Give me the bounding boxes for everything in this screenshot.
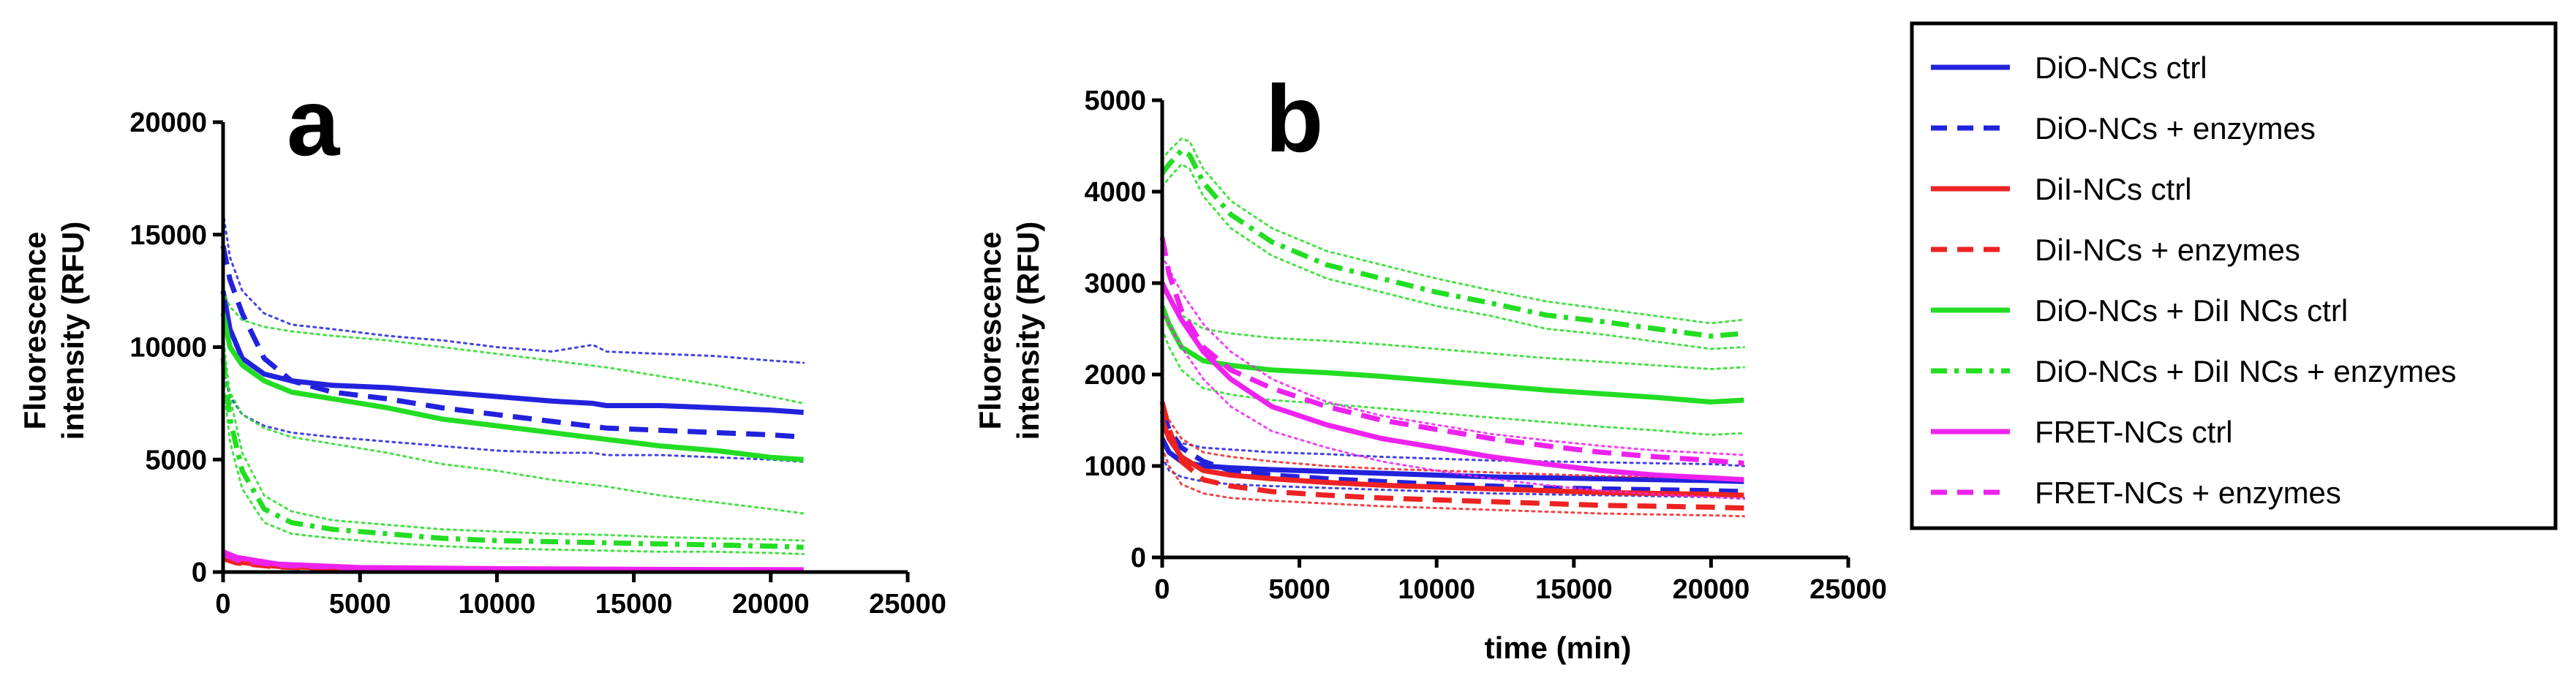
legend-label: DiO-NCs + enzymes xyxy=(2035,111,2316,146)
panel-a-dio-ncs-ctrl-upper-bound xyxy=(222,211,805,364)
panel-a-ylabel-line-1: Fluorescence xyxy=(18,232,52,430)
legend: DiO-NCs ctrl DiO-NCs + enzymes DiI-NCs ctr… xyxy=(1910,21,2558,530)
panel-a-line-dio-ncs-ctrl xyxy=(220,290,804,415)
panel-a-x-tick-label: 20000 xyxy=(732,589,810,620)
panel-a-x-tick-label: 15000 xyxy=(595,589,673,620)
panel-b-line-dio-ncs-enzymes xyxy=(1159,410,1744,494)
legend-entry: DiO-NCs + DiI NCs + enzymes xyxy=(1931,354,2456,388)
panel-b-line-dio-ncs-dii-ncs-enzymes xyxy=(1160,148,1744,339)
panel-b-ylabel-line-1: Fluorescence xyxy=(973,232,1007,430)
panel-b-axes: 0 5000 10000 15000 20000 25000 0 1000 2000 3000 40… xyxy=(1084,86,1886,605)
panel-a-x-tick-label: 25000 xyxy=(869,589,946,620)
panel-a-x-tick-label: 5000 xyxy=(329,589,391,620)
panel-a-y-tick-label: 0 xyxy=(192,557,207,588)
panel-b-x-tick-label: 5000 xyxy=(1268,574,1330,605)
legend-label: DiO-NCs + DiI NCs ctrl xyxy=(2035,293,2348,328)
panel-a-line-dio-ncs-enzymes xyxy=(220,245,804,440)
legend-entry: DiO-NCs + enzymes xyxy=(1931,111,2316,146)
legend-entry: FRET-NCs ctrl xyxy=(1931,415,2233,449)
legend-label: DiO-NCs ctrl xyxy=(2035,50,2207,85)
panel-a-x-tick-label: 10000 xyxy=(459,589,536,620)
legend-label: FRET-NCs ctrl xyxy=(2035,415,2233,449)
legend-entries: DiO-NCs ctrl DiO-NCs + enzymes DiI-NCs ctr… xyxy=(1931,50,2456,510)
legend-label: DiI-NCs + enzymes xyxy=(2035,233,2300,267)
panel-b-x-tick-label: 15000 xyxy=(1535,574,1613,605)
panel-a-label: a xyxy=(287,69,341,176)
panel-a-chart: Fluorescence intensity (RFU) a 0 5000 1000… xyxy=(18,69,946,620)
panel-a-y-axis-title: Fluorescence intensity (RFU) xyxy=(18,222,90,440)
panel-b-series xyxy=(1159,137,1745,518)
panel-b-line-fret-ncs-enzymes xyxy=(1159,236,1744,466)
panel-b-x-tick-label: 0 xyxy=(1154,574,1170,605)
panel-b-x-axis-title: time (min) xyxy=(1485,631,1632,665)
panel-b-dio-ncs-dii-ncs-ctrl-lower-bound xyxy=(1161,328,1745,437)
panel-b-fret-ncs-ctrl-upper-bound xyxy=(1161,255,1745,456)
panel-b-x-tick-label: 25000 xyxy=(1809,574,1887,605)
panel-a-dio-ncs-dii-ncs-ctrl-upper-bound xyxy=(222,290,805,405)
legend-frame xyxy=(1910,21,2558,530)
panel-b-y-tick-label: 1000 xyxy=(1084,451,1146,482)
panel-a-line-fret-ncs-enzymes xyxy=(222,552,804,573)
panel-a-x-tick-label: 0 xyxy=(215,589,230,620)
legend-label: DiO-NCs + DiI NCs + enzymes xyxy=(2035,354,2456,388)
panel-b-dii-ncs-ctrl-lower-bound xyxy=(1161,446,1745,518)
panel-b-dio-ncs-dii-ncs-ctrl-upper-bound xyxy=(1161,282,1745,371)
panel-a-ylabel-line-2: intensity (RFU) xyxy=(56,222,90,440)
panel-b-y-tick-label: 3000 xyxy=(1084,268,1146,299)
panel-a-y-tick-label: 10000 xyxy=(129,333,207,364)
legend-entry: DiO-NCs + DiI NCs ctrl xyxy=(1931,293,2348,328)
legend-entry: DiI-NCs + enzymes xyxy=(1931,233,2300,267)
panel-b-y-tick-label: 4000 xyxy=(1084,177,1146,208)
panel-a-dio-ncs-dii-ncs-ctrl-lower-bound xyxy=(222,368,805,515)
legend-label: DiI-NCs ctrl xyxy=(2035,172,2192,206)
panel-a-dio-ncs-dii-ncs-enzymes-upper-bound xyxy=(222,334,805,542)
panel-a-axes: 0 5000 10000 15000 20000 25000 0 5000 10000 15000… xyxy=(129,108,946,620)
panel-b-dio-ncs-ctrl-upper-bound xyxy=(1161,419,1745,467)
panel-b-line-dii-ncs-enzymes xyxy=(1159,401,1744,511)
panel-b-y-tick-label: 2000 xyxy=(1084,360,1146,391)
panel-b-label: b xyxy=(1265,65,1323,172)
panel-b-line-dio-ncs-dii-ncs-ctrl xyxy=(1159,305,1744,405)
panel-b-dio-ncs-dii-ncs-enzymes-lower-bound xyxy=(1161,162,1745,350)
legend-entry: DiI-NCs ctrl xyxy=(1931,172,2192,206)
panel-a-y-tick-label: 5000 xyxy=(145,445,207,475)
panel-a-series xyxy=(220,211,805,573)
panel-b-x-tick-label: 10000 xyxy=(1398,574,1475,605)
panel-b-fret-ncs-ctrl-lower-bound xyxy=(1161,309,1745,500)
panel-a-y-tick-label: 15000 xyxy=(129,220,207,251)
panel-b-dio-ncs-dii-ncs-enzymes-upper-bound xyxy=(1161,137,1745,325)
panel-a-line-dio-ncs-dii-ncs-ctrl xyxy=(220,312,804,462)
panel-b-dio-ncs-ctrl-lower-bound xyxy=(1161,456,1745,500)
panel-b-dii-ncs-ctrl-upper-bound xyxy=(1161,401,1745,480)
panel-b-x-tick-label: 20000 xyxy=(1673,574,1750,605)
panel-b-y-tick-label: 5000 xyxy=(1084,86,1146,116)
legend-entry: FRET-NCs + enzymes xyxy=(1931,475,2341,510)
legend-entry: DiO-NCs ctrl xyxy=(1931,50,2207,85)
legend-label: FRET-NCs + enzymes xyxy=(2035,475,2341,510)
panel-b-y-tick-label: 0 xyxy=(1131,543,1146,573)
panel-b-chart: Fluorescence intensity (RFU) b time (min… xyxy=(973,65,1887,665)
panel-b-ylabel-line-2: intensity (RFU) xyxy=(1011,222,1045,440)
panel-a-y-tick-label: 20000 xyxy=(129,108,207,138)
panel-b-y-axis-title: Fluorescence intensity (RFU) xyxy=(973,222,1045,440)
panel-b-line-fret-ncs-ctrl xyxy=(1159,282,1744,483)
panel-a-dio-ncs-dii-ncs-enzymes-lower-bound xyxy=(222,380,805,555)
panel-a-line-dio-ncs-dii-ncs-enzymes xyxy=(220,358,804,550)
